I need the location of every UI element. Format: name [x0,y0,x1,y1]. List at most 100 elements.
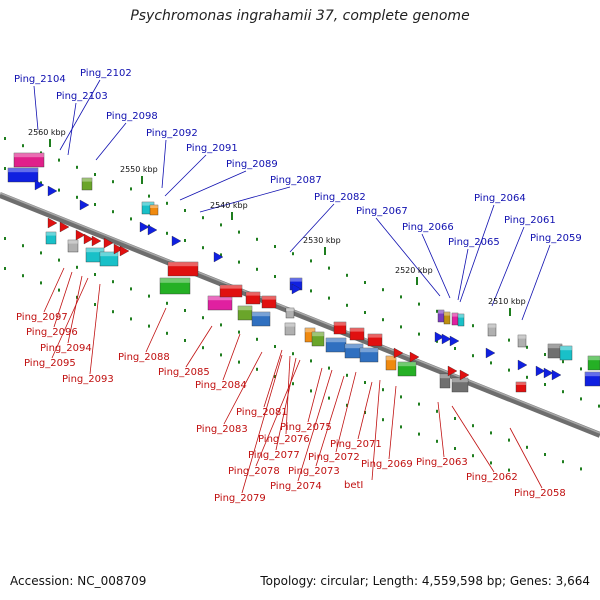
leader-line [53,271,73,328]
strand-arrow [59,221,70,233]
gene-block [207,295,233,311]
gene-block [81,177,93,191]
gene-label-bottom: Ping_2073 [288,466,340,477]
gene-shine [548,344,562,349]
gene-shine [398,362,416,367]
gene-body [517,334,527,348]
gene-label-top: Ping_2067 [356,206,408,217]
strand-arrow [34,179,45,191]
strand-arrow [517,359,528,371]
scale-label-kbp: 2510 kbp [488,297,526,306]
gene-label-top: Ping_2092 [146,128,198,139]
leader-line [95,122,127,161]
gene-label-bottom: Ping_2081 [236,407,288,418]
gene-label-top: Ping_2102 [80,68,132,79]
gene-block [325,337,347,353]
leader-line [437,401,445,458]
gene-label-bottom: Ping_2078 [228,466,280,477]
gene-label-bottom: Ping_2072 [308,452,360,463]
gene-shine [368,334,382,338]
gene-shine [588,356,600,361]
leader-line [315,375,345,467]
strand-arrow [147,224,158,236]
strand-arrow [113,243,124,255]
gene-block [517,334,527,348]
gene-block [359,347,379,363]
leader-line [357,381,373,440]
gene-label-top: Ping_2089 [226,159,278,170]
strand-arrow [449,335,460,347]
gene-body [457,313,465,327]
strand-arrow [47,217,58,229]
gene-shine [334,322,346,326]
gene-label-bottom: betI [344,480,363,491]
gene-shine [438,310,444,314]
gene-label-top: Ping_2059 [530,233,582,244]
gene-shine [252,312,270,317]
leader-line [388,385,397,460]
gene-block [515,381,527,393]
gene-block [451,312,459,326]
gene-body [99,251,119,267]
gene-body [167,261,199,277]
gene-shine [168,262,198,267]
gene-shine [150,205,158,208]
gene-block [587,355,600,371]
gene-label-top: Ping_2091 [186,143,238,154]
gene-block [547,343,563,359]
leader-line [375,217,441,297]
gene-shine [488,324,496,328]
gene-block [219,284,243,298]
gene-shine [14,153,44,158]
gene-shine [100,252,118,257]
gene-shine [560,346,572,351]
gene-block [245,291,261,305]
scale-label-kbp: 2540 kbp [210,201,248,210]
gene-body [149,204,159,216]
gene-shine [305,328,315,333]
gene-shine [452,313,458,317]
strand-arrow [459,369,470,381]
gene-shine [585,372,600,377]
gene-label-bottom: Ping_2088 [118,352,170,363]
scale-label-kbp: 2530 kbp [303,236,341,245]
strand-arrow [447,365,458,377]
gene-body [584,371,600,387]
gene-shine [142,202,154,206]
gene-body [397,361,417,377]
strand-arrow [83,233,94,245]
gene-block [251,311,271,327]
gene-label-bottom: Ping_2058 [514,488,566,499]
gene-body [251,311,271,327]
gene-shine [46,232,56,236]
genome-axis-highlight [0,192,600,434]
strand-arrow [441,333,452,345]
strand-arrow [213,251,224,263]
gene-label-bottom: Ping_2085 [158,367,210,378]
leader-line [43,267,65,313]
gene-shine [326,338,346,343]
gene-shine [208,296,232,301]
strand-arrow [79,199,90,211]
accession-text: Accession: NC_008709 [10,574,147,588]
gene-label-bottom: Ping_2095 [24,358,76,369]
leader-line [255,359,301,467]
gene-shine [350,328,364,332]
leader-line [451,405,495,473]
gene-block [457,313,465,327]
gene-label-bottom: Ping_2079 [214,493,266,504]
gene-shine [286,308,294,311]
gene-shine [86,248,104,253]
leader-line [67,275,83,344]
gene-shine [285,323,295,327]
strand-arrow [47,185,58,197]
leader-line [297,369,333,482]
gene-block [7,167,39,183]
gene-label-top: Ping_2103 [56,91,108,102]
gene-label-bottom: Ping_2071 [330,439,382,450]
scale-label-kbp: 2560 kbp [28,128,66,137]
gene-shine [345,344,363,349]
gene-label-top: Ping_2098 [106,111,158,122]
gene-label-bottom: Ping_2096 [26,327,78,338]
leader-line [457,248,469,301]
